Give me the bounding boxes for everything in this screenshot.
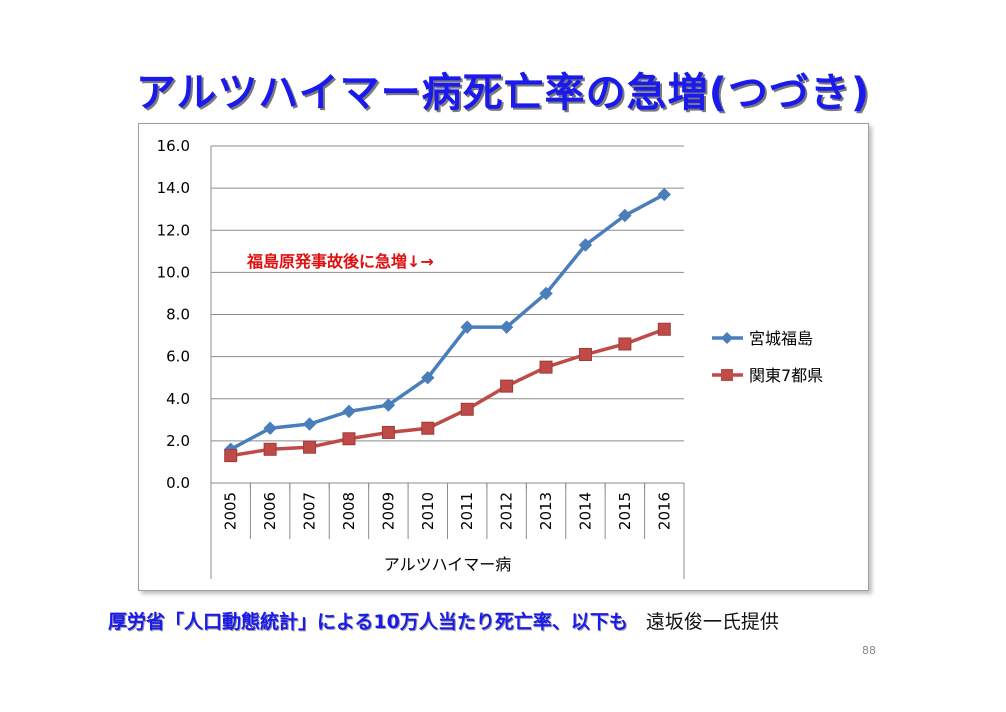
data-point	[460, 402, 474, 416]
y-tick-label: 4.0	[166, 390, 190, 408]
source-note: 厚労省「人口動態統計」による10万人当たり死亡率、以下も 遠坂俊一氏提供	[108, 607, 779, 634]
x-tick-label: 2009	[379, 492, 397, 530]
y-tick-label: 12.0	[157, 221, 190, 239]
x-tick-label: 2011	[458, 492, 476, 530]
x-tick-label: 2014	[576, 492, 594, 530]
x-tick-label: 2012	[498, 492, 516, 530]
y-tick-label: 6.0	[166, 348, 190, 366]
data-point	[460, 320, 474, 334]
data-point	[224, 449, 238, 463]
data-point	[500, 379, 514, 393]
data-point	[263, 421, 277, 435]
y-tick-label: 10.0	[157, 263, 190, 281]
chart-frame: 0.0 2.0 4.0 6.0 8.0 10.0 12.0 14.0 16.0 2005 2006 2…	[138, 123, 869, 591]
y-tick-label: 2.0	[166, 432, 190, 450]
y-tick-label: 14.0	[157, 179, 190, 197]
line-chart: 0.0 2.0 4.0 6.0 8.0 10.0 12.0 14.0 16.0 2005 2006 2…	[157, 137, 823, 579]
x-tick-label: 2006	[261, 492, 279, 530]
legend-marker	[721, 332, 733, 344]
data-point	[421, 421, 435, 435]
x-tick-label: 2015	[616, 492, 634, 530]
x-tick-label: 2013	[537, 492, 555, 530]
legend-label: 宮城福島	[749, 329, 813, 348]
y-tick-label: 0.0	[166, 474, 190, 492]
data-point	[578, 348, 592, 362]
data-point	[302, 417, 317, 431]
chart-annotation: 福島原発事故後に急増↓→	[246, 252, 434, 271]
data-point	[342, 432, 356, 446]
data-point	[618, 208, 632, 223]
data-point	[499, 320, 514, 334]
data-point	[381, 425, 395, 439]
y-tick-label: 16.0	[157, 137, 190, 155]
data-point	[657, 322, 671, 336]
x-axis-title: アルツハイマー病	[384, 555, 512, 574]
data-point	[303, 440, 317, 454]
legend-marker	[721, 369, 733, 381]
legend-label: 関東7都県	[749, 366, 823, 385]
data-point	[539, 360, 553, 374]
slide-title: アルツハイマー病死亡率の急増(つづき)	[135, 70, 871, 116]
data-point	[421, 370, 435, 385]
data-point	[381, 398, 396, 412]
data-point	[342, 404, 356, 419]
source-note-main: 厚労省「人口動態統計」による10万人当たり死亡率、以下も	[108, 611, 628, 633]
x-tick-label: 2016	[655, 492, 673, 530]
source-credit: 遠坂俊一氏提供	[645, 611, 779, 633]
x-tick-label: 2008	[340, 492, 358, 530]
x-tick-label: 2007	[301, 492, 319, 530]
x-tick-label: 2005	[222, 492, 240, 530]
y-tick-label: 8.0	[166, 306, 190, 324]
x-tick-label: 2010	[419, 492, 437, 530]
data-point	[657, 187, 671, 202]
series-line	[230, 327, 665, 458]
data-point	[578, 238, 593, 252]
data-point	[618, 337, 632, 351]
data-point	[263, 442, 277, 456]
page-number: 88	[862, 644, 876, 657]
series-line	[229, 192, 666, 451]
data-point	[539, 286, 553, 301]
